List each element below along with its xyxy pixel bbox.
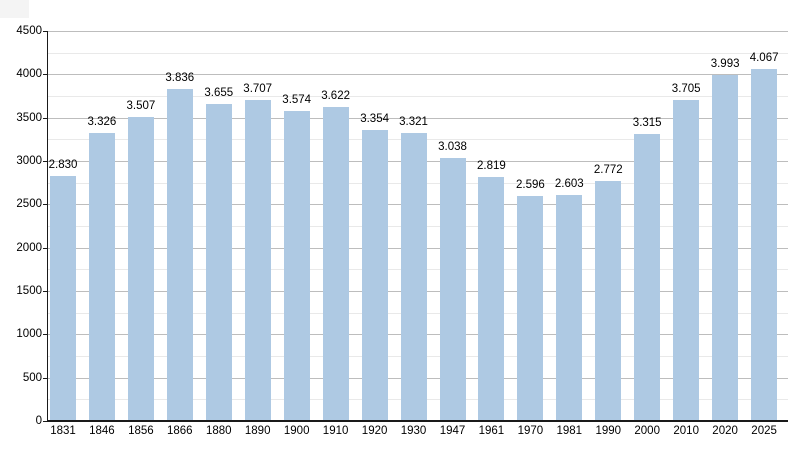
bar-1846 [88, 132, 115, 421]
y-axis-tick [43, 377, 48, 379]
y-axis-tick-label: 3500 [16, 111, 42, 124]
major-gridline [48, 117, 788, 119]
bar-value-label: 3.321 [399, 116, 428, 129]
bar-value-label: 3.836 [165, 71, 195, 84]
bar-1866 [166, 88, 193, 421]
x-axis-line [47, 420, 788, 422]
bar-value-label: 3.622 [321, 90, 350, 103]
bar-value-label: 2.772 [593, 163, 623, 176]
x-axis-tick-label: 1856 [128, 425, 154, 437]
y-axis-tick [43, 117, 48, 119]
bar-1900 [283, 111, 310, 421]
x-axis-tick-label: 1846 [89, 425, 115, 437]
x-axis-tick-label: 1866 [167, 425, 193, 437]
bar-value-label: 2.603 [554, 178, 584, 191]
bar-2020 [712, 74, 739, 421]
bar-2010 [673, 99, 700, 421]
bar-value-label: 3.038 [438, 140, 467, 153]
bar-value-label: 3.354 [360, 113, 389, 126]
x-axis-tick-label: 1920 [361, 425, 388, 437]
bar-1910 [322, 107, 349, 421]
minor-gridline [48, 96, 788, 97]
bar-value-label: 3.993 [710, 57, 740, 70]
x-axis-tick-label: 1981 [556, 425, 583, 437]
y-axis-tick [43, 291, 48, 292]
major-gridline [48, 74, 788, 76]
bar-1880 [205, 104, 232, 421]
bar-value-label: 3.705 [671, 82, 701, 95]
bar-1961 [478, 176, 505, 421]
y-axis-tick [43, 74, 48, 76]
bar-1930 [400, 133, 427, 421]
y-axis-tick [43, 421, 48, 422]
y-axis-tick [43, 204, 48, 206]
x-axis-tick-label: 1970 [517, 425, 544, 437]
x-axis-tick-label: 1880 [206, 425, 232, 437]
y-axis-tick-label: 2500 [16, 198, 42, 211]
bar-1947 [439, 157, 466, 421]
x-axis-tick-label: 1900 [283, 425, 310, 437]
bar-1856 [127, 117, 154, 421]
y-axis-tick-label: 0 [35, 415, 42, 427]
bar-1831 [50, 175, 76, 421]
bar-1981 [556, 195, 583, 421]
y-axis-tick-label: 1500 [16, 285, 42, 297]
bar-1990 [595, 180, 622, 421]
bar-2000 [634, 133, 661, 421]
x-axis-tick-label: 1910 [322, 425, 349, 437]
y-axis-tick [43, 31, 48, 32]
bar-value-label: 4.067 [749, 51, 779, 64]
bar-1890 [244, 99, 271, 421]
x-axis-tick-label: 2000 [634, 425, 660, 437]
y-axis-tick-label: 2000 [16, 241, 42, 254]
y-axis-tick-label: 4000 [16, 68, 42, 81]
x-axis-tick-label: 1930 [400, 425, 427, 437]
y-axis-tick-label: 3000 [16, 155, 42, 167]
x-axis-tick-label: 1961 [478, 425, 505, 437]
x-axis-tick-label: 2010 [673, 425, 699, 437]
y-axis-tick [43, 247, 48, 249]
x-axis-tick-label: 1990 [595, 425, 622, 437]
x-axis-tick-label: 2020 [712, 425, 738, 437]
bar-value-label: 3.315 [632, 116, 662, 129]
minor-gridline [48, 52, 788, 54]
x-axis-tick-label: 1831 [50, 425, 76, 437]
y-axis-tick [43, 161, 48, 162]
bar-value-label: 3.707 [243, 82, 273, 95]
bar-1970 [517, 196, 544, 421]
bar-1920 [361, 130, 388, 421]
bar-value-label: 3.574 [282, 94, 312, 107]
x-axis-tick-label: 1947 [439, 425, 466, 437]
bar-value-label: 3.326 [87, 115, 117, 128]
major-gridline [48, 31, 788, 32]
y-axis-tick-label: 1000 [16, 328, 42, 341]
y-axis-tick-label: 4500 [16, 25, 42, 37]
bar-2025 [751, 68, 778, 421]
bar-value-label: 2.819 [477, 159, 506, 172]
bar-value-label: 2.830 [48, 158, 78, 171]
screenshot-corner-artifact [0, 0, 29, 18]
bar-value-label: 2.596 [516, 179, 545, 191]
y-axis-tick-label: 500 [22, 371, 42, 384]
bar-value-label: 3.655 [204, 87, 234, 100]
y-axis-line [47, 31, 48, 422]
bar-value-label: 3.507 [126, 100, 156, 113]
x-axis-tick-label: 2025 [751, 425, 777, 437]
y-axis-tick [43, 334, 48, 336]
x-axis-tick-label: 1890 [244, 425, 271, 437]
